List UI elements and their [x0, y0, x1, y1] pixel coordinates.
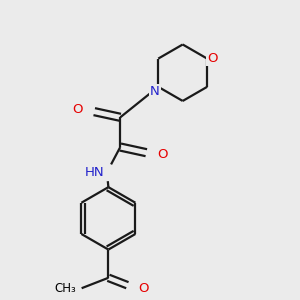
Text: N: N — [150, 85, 160, 98]
Text: HN: HN — [85, 166, 104, 179]
Text: O: O — [138, 282, 149, 295]
Text: CH₃: CH₃ — [54, 282, 76, 295]
Text: O: O — [207, 52, 218, 65]
Text: O: O — [158, 148, 168, 161]
Text: O: O — [73, 103, 83, 116]
